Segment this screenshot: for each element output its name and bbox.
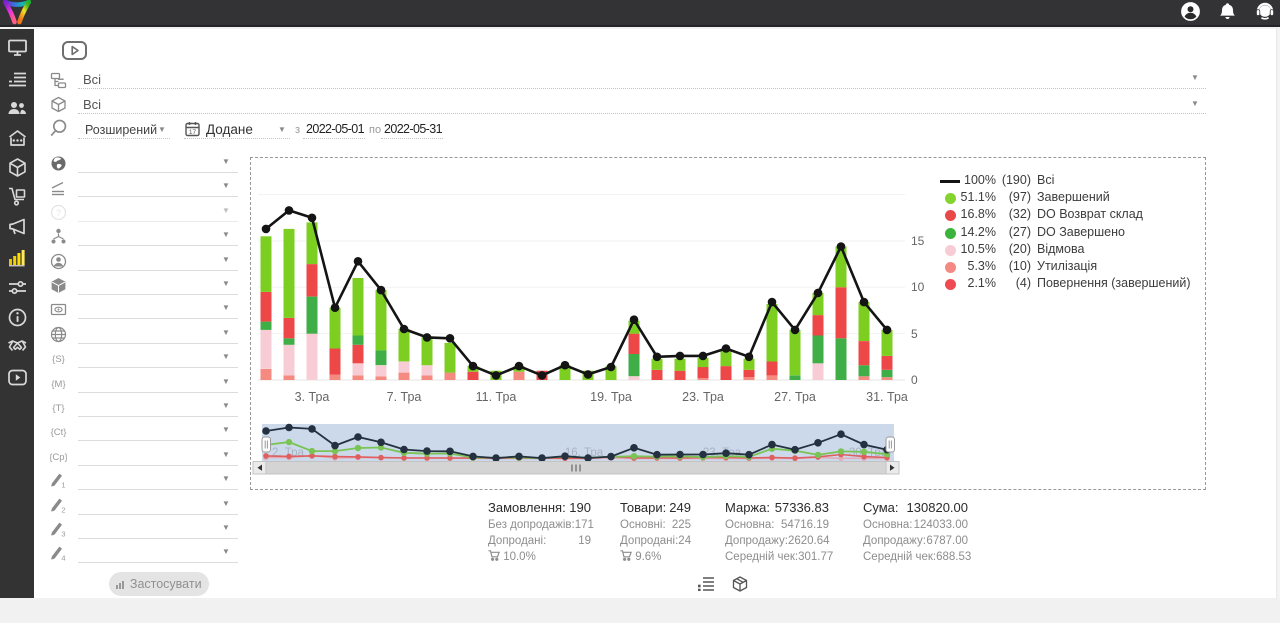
svg-text:17: 17 [189,129,197,136]
svg-text:0: 0 [911,373,918,387]
svg-text:{Cp}: {Cp} [50,452,67,463]
svg-text:{T}: {T} [52,403,64,414]
svg-text:16. Тра: 16. Тра [565,447,604,459]
svg-text:11. Тра: 11. Тра [476,390,517,404]
svg-text:3. Тра: 3. Тра [295,390,330,404]
svg-text:15: 15 [911,234,925,248]
svg-text:{S}: {S} [52,354,65,365]
svg-text:2: 2 [61,505,65,514]
svg-text:{M}: {M} [51,379,65,390]
svg-text:?: ? [56,208,61,218]
svg-text:5: 5 [911,327,918,341]
svg-text:10: 10 [911,280,925,294]
svg-text:1: 1 [61,481,65,490]
svg-text:4: 4 [61,554,65,563]
svg-text:19. Тра: 19. Тра [590,390,632,404]
svg-text:3: 3 [61,530,65,539]
svg-text:31. Тра: 31. Тра [866,390,908,404]
svg-text:23. Тра: 23. Тра [682,390,724,404]
svg-text:27. Тра: 27. Тра [774,390,816,404]
svg-text:7. Тра: 7. Тра [387,390,422,404]
svg-text:{Ct}: {Ct} [51,427,67,438]
